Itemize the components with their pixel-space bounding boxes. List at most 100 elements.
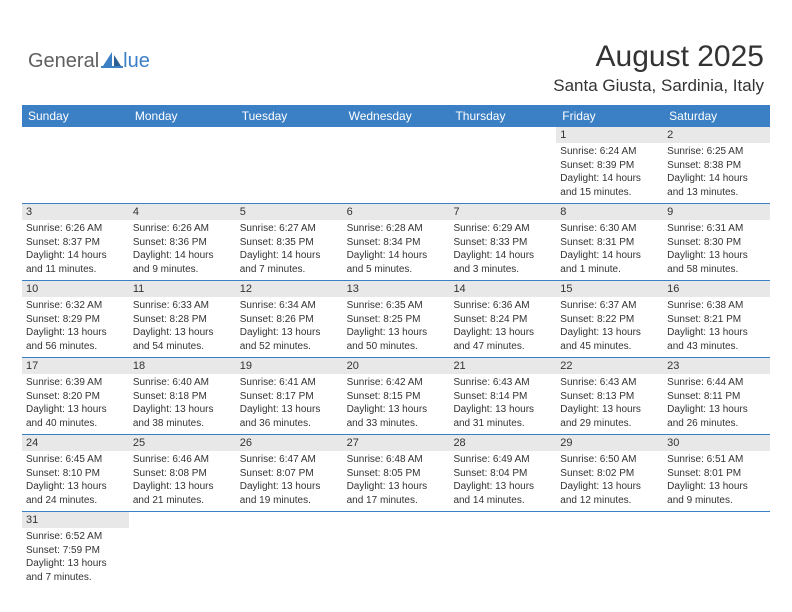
- day-number: 8: [556, 204, 663, 220]
- day-cell: 31Sunrise: 6:52 AMSunset: 7:59 PMDayligh…: [22, 512, 129, 588]
- sunset-text: Sunset: 8:11 PM: [667, 390, 766, 404]
- sunrise-text: Sunrise: 6:47 AM: [240, 453, 339, 467]
- daylight-text: Daylight: 13 hours and 12 minutes.: [560, 480, 659, 507]
- day-cell: 12Sunrise: 6:34 AMSunset: 8:26 PMDayligh…: [236, 281, 343, 357]
- header-right: August 2025 Santa Giusta, Sardinia, Ital…: [553, 40, 764, 96]
- day-info: Sunrise: 6:44 AMSunset: 8:11 PMDaylight:…: [667, 376, 766, 430]
- day-number: 3: [22, 204, 129, 220]
- day-info: Sunrise: 6:36 AMSunset: 8:24 PMDaylight:…: [453, 299, 552, 353]
- sunrise-text: Sunrise: 6:25 AM: [667, 145, 766, 159]
- sunset-text: Sunset: 8:28 PM: [133, 313, 232, 327]
- day-cell: 5Sunrise: 6:27 AMSunset: 8:35 PMDaylight…: [236, 204, 343, 280]
- sunrise-text: Sunrise: 6:36 AM: [453, 299, 552, 313]
- sunset-text: Sunset: 8:36 PM: [133, 236, 232, 250]
- day-cell: 23Sunrise: 6:44 AMSunset: 8:11 PMDayligh…: [663, 358, 770, 434]
- day-info: Sunrise: 6:38 AMSunset: 8:21 PMDaylight:…: [667, 299, 766, 353]
- day-number: 29: [556, 435, 663, 451]
- day-info: Sunrise: 6:29 AMSunset: 8:33 PMDaylight:…: [453, 222, 552, 276]
- sunset-text: Sunset: 8:14 PM: [453, 390, 552, 404]
- sunrise-text: Sunrise: 6:45 AM: [26, 453, 125, 467]
- sunrise-text: Sunrise: 6:43 AM: [560, 376, 659, 390]
- day-cell: 15Sunrise: 6:37 AMSunset: 8:22 PMDayligh…: [556, 281, 663, 357]
- empty-day-cell: [663, 512, 770, 588]
- day-number: 1: [556, 127, 663, 143]
- day-info: Sunrise: 6:26 AMSunset: 8:36 PMDaylight:…: [133, 222, 232, 276]
- day-info: Sunrise: 6:45 AMSunset: 8:10 PMDaylight:…: [26, 453, 125, 507]
- daylight-text: Daylight: 13 hours and 54 minutes.: [133, 326, 232, 353]
- empty-day-cell: [129, 127, 236, 203]
- sunset-text: Sunset: 8:24 PM: [453, 313, 552, 327]
- day-number: 20: [343, 358, 450, 374]
- daylight-text: Daylight: 14 hours and 13 minutes.: [667, 172, 766, 199]
- sunrise-text: Sunrise: 6:43 AM: [453, 376, 552, 390]
- daylight-text: Daylight: 13 hours and 36 minutes.: [240, 403, 339, 430]
- daylight-text: Daylight: 13 hours and 43 minutes.: [667, 326, 766, 353]
- day-cell: 14Sunrise: 6:36 AMSunset: 8:24 PMDayligh…: [449, 281, 556, 357]
- sunset-text: Sunset: 8:33 PM: [453, 236, 552, 250]
- weekday-header-cell: Thursday: [449, 105, 556, 127]
- sunset-text: Sunset: 8:34 PM: [347, 236, 446, 250]
- week-row: 17Sunrise: 6:39 AMSunset: 8:20 PMDayligh…: [22, 358, 770, 435]
- daylight-text: Daylight: 13 hours and 7 minutes.: [26, 557, 125, 584]
- sunrise-text: Sunrise: 6:27 AM: [240, 222, 339, 236]
- daylight-text: Daylight: 14 hours and 15 minutes.: [560, 172, 659, 199]
- day-number: 10: [22, 281, 129, 297]
- daylight-text: Daylight: 14 hours and 11 minutes.: [26, 249, 125, 276]
- sunset-text: Sunset: 8:39 PM: [560, 159, 659, 173]
- sunrise-text: Sunrise: 6:49 AM: [453, 453, 552, 467]
- sunrise-text: Sunrise: 6:30 AM: [560, 222, 659, 236]
- day-cell: 25 Sunrise: 6:46 AMSunset: 8:08 PMDayligh…: [129, 435, 236, 511]
- daylight-text: Daylight: 14 hours and 1 minute.: [560, 249, 659, 276]
- day-number: 9: [663, 204, 770, 220]
- day-cell: 3 Sunrise: 6:26 AMSunset: 8:37 PMDaylight…: [22, 204, 129, 280]
- empty-day-cell: [129, 512, 236, 588]
- sunrise-text: Sunrise: 6:42 AM: [347, 376, 446, 390]
- sunset-text: Sunset: 8:30 PM: [667, 236, 766, 250]
- weekday-header-cell: Sunday: [22, 105, 129, 127]
- day-info: Sunrise: 6:35 AMSunset: 8:25 PMDaylight:…: [347, 299, 446, 353]
- sunset-text: Sunset: 7:59 PM: [26, 544, 125, 558]
- daylight-text: Daylight: 13 hours and 14 minutes.: [453, 480, 552, 507]
- empty-day-cell: [449, 512, 556, 588]
- sunrise-text: Sunrise: 6:35 AM: [347, 299, 446, 313]
- sunset-text: Sunset: 8:07 PM: [240, 467, 339, 481]
- day-number: 28: [449, 435, 556, 451]
- daylight-text: Daylight: 13 hours and 47 minutes.: [453, 326, 552, 353]
- day-info: Sunrise: 6:43 AMSunset: 8:14 PMDaylight:…: [453, 376, 552, 430]
- weekday-header-cell: Friday: [556, 105, 663, 127]
- daylight-text: Daylight: 14 hours and 7 minutes.: [240, 249, 339, 276]
- weekday-header-cell: Tuesday: [236, 105, 343, 127]
- sunrise-text: Sunrise: 6:32 AM: [26, 299, 125, 313]
- empty-day-cell: [343, 127, 450, 203]
- day-cell: 28Sunrise: 6:49 AMSunset: 8:04 PMDayligh…: [449, 435, 556, 511]
- day-info: Sunrise: 6:26 AMSunset: 8:37 PMDaylight:…: [26, 222, 125, 276]
- daylight-text: Daylight: 13 hours and 38 minutes.: [133, 403, 232, 430]
- day-cell: 10 Sunrise: 6:32 AMSunset: 8:29 PMDayligh…: [22, 281, 129, 357]
- daylight-text: Daylight: 13 hours and 24 minutes.: [26, 480, 125, 507]
- daylight-text: Daylight: 13 hours and 58 minutes.: [667, 249, 766, 276]
- sunset-text: Sunset: 8:17 PM: [240, 390, 339, 404]
- sunrise-text: Sunrise: 6:26 AM: [26, 222, 125, 236]
- day-number: 25: [129, 435, 236, 451]
- sunrise-text: Sunrise: 6:37 AM: [560, 299, 659, 313]
- day-number: 27: [343, 435, 450, 451]
- sunset-text: Sunset: 8:29 PM: [26, 313, 125, 327]
- day-cell: 6Sunrise: 6:28 AMSunset: 8:34 PMDaylight…: [343, 204, 450, 280]
- sunset-text: Sunset: 8:26 PM: [240, 313, 339, 327]
- day-info: Sunrise: 6:46 AMSunset: 8:08 PMDaylight:…: [133, 453, 232, 507]
- day-info: Sunrise: 6:39 AMSunset: 8:20 PMDaylight:…: [26, 376, 125, 430]
- day-cell: 8Sunrise: 6:30 AMSunset: 8:31 PMDaylight…: [556, 204, 663, 280]
- sunset-text: Sunset: 8:25 PM: [347, 313, 446, 327]
- day-info: Sunrise: 6:41 AMSunset: 8:17 PMDaylight:…: [240, 376, 339, 430]
- sunset-text: Sunset: 8:21 PM: [667, 313, 766, 327]
- daylight-text: Daylight: 13 hours and 56 minutes.: [26, 326, 125, 353]
- sunset-text: Sunset: 8:22 PM: [560, 313, 659, 327]
- day-info: Sunrise: 6:40 AMSunset: 8:18 PMDaylight:…: [133, 376, 232, 430]
- sunset-text: Sunset: 8:01 PM: [667, 467, 766, 481]
- week-row: 1Sunrise: 6:24 AMSunset: 8:39 PMDaylight…: [22, 127, 770, 204]
- day-cell: 1Sunrise: 6:24 AMSunset: 8:39 PMDaylight…: [556, 127, 663, 203]
- weekday-header-row: Sunday Monday Tuesday Wednesday Thursday…: [22, 105, 770, 127]
- week-row: 3 Sunrise: 6:26 AMSunset: 8:37 PMDaylight…: [22, 204, 770, 281]
- day-info: Sunrise: 6:52 AMSunset: 7:59 PMDaylight:…: [26, 530, 125, 584]
- day-info: Sunrise: 6:43 AMSunset: 8:13 PMDaylight:…: [560, 376, 659, 430]
